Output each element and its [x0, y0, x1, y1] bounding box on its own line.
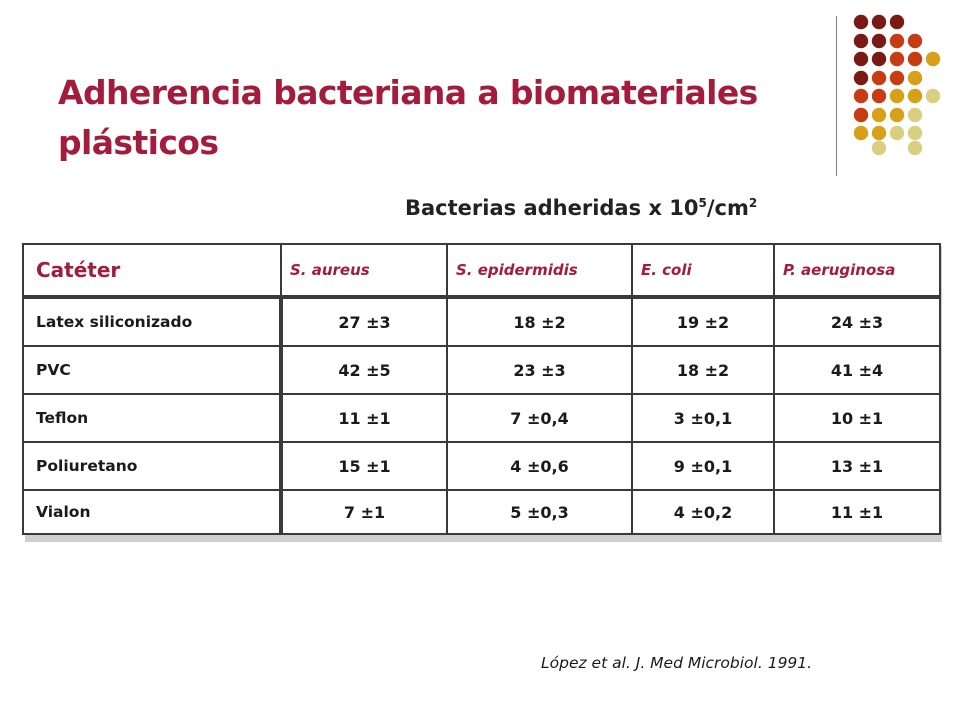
decorative-dot — [853, 125, 869, 141]
decorative-dot — [889, 88, 905, 104]
decorative-dot — [871, 70, 887, 86]
decorative-dot — [871, 14, 887, 30]
table-cell: 11 ±1 — [773, 489, 941, 535]
decorative-dot — [853, 51, 869, 67]
decorative-dot — [871, 140, 887, 156]
vertical-divider — [836, 16, 837, 176]
table-row: Poliuretano 15 ±1 4 ±0,6 9 ±0,1 13 ±1 — [22, 441, 941, 491]
decorative-dot — [853, 33, 869, 49]
decorative-dot — [925, 88, 941, 104]
decorative-dot — [889, 51, 905, 67]
table-cell: 24 ±3 — [773, 296, 941, 347]
row-label: PVC — [22, 345, 283, 395]
decorative-dot — [853, 107, 869, 123]
decorative-dot — [889, 33, 905, 49]
subtitle-unit-exponent: 2 — [748, 196, 758, 210]
decorative-dot — [907, 140, 923, 156]
decorative-dot — [871, 33, 887, 49]
column-header: Catéter — [22, 243, 282, 299]
table-header-row: Catéter S. aureus S. epidermidis E. coli… — [22, 243, 941, 299]
decorative-dot — [925, 51, 941, 67]
table-row: Teflon 11 ±1 7 ±0,4 3 ±0,1 10 ±1 — [22, 393, 941, 443]
table-cell: 10 ±1 — [773, 393, 941, 443]
table-cell: 7 ±1 — [280, 489, 448, 535]
citation: López et al. J. Med Microbiol. 1991. — [541, 654, 813, 672]
table-cell: 42 ±5 — [280, 345, 448, 395]
table-cell: 27 ±3 — [280, 296, 448, 347]
table-cell: 15 ±1 — [280, 441, 448, 491]
adherence-table: Catéter S. aureus S. epidermidis E. coli… — [22, 243, 941, 535]
decorative-dot — [907, 70, 923, 86]
decorative-dot — [871, 51, 887, 67]
table-cell: 9 ±0,1 — [631, 441, 775, 491]
table-cell: 4 ±0,6 — [446, 441, 633, 491]
table-cell: 23 ±3 — [446, 345, 633, 395]
table-cell: 41 ±4 — [773, 345, 941, 395]
decorative-dot — [907, 51, 923, 67]
subtitle-exponent: 5 — [698, 196, 707, 210]
table-cell: 18 ±2 — [631, 345, 775, 395]
decorative-dot — [907, 33, 923, 49]
decorative-dot — [907, 88, 923, 104]
decorative-dot — [907, 107, 923, 123]
subtitle-unit: /cm — [706, 196, 749, 220]
table-cell: 18 ±2 — [446, 296, 633, 347]
decorative-dot — [889, 14, 905, 30]
row-label: Poliuretano — [22, 441, 283, 491]
decorative-dot — [907, 125, 923, 141]
table-cell: 5 ±0,3 — [446, 489, 633, 535]
table-cell: 7 ±0,4 — [446, 393, 633, 443]
column-header: E. coli — [631, 243, 775, 299]
column-header: S. epidermidis — [446, 243, 633, 299]
column-header: P. aeruginosa — [773, 243, 941, 299]
column-header: S. aureus — [280, 243, 448, 299]
decorative-dot — [889, 125, 905, 141]
decorative-dot — [889, 107, 905, 123]
table-row: Latex siliconizado 27 ±3 18 ±2 19 ±2 24 … — [22, 296, 941, 347]
table-cell: 3 ±0,1 — [631, 393, 775, 443]
table-row: PVC 42 ±5 23 ±3 18 ±2 41 ±4 — [22, 345, 941, 395]
decorative-dot — [853, 70, 869, 86]
decorative-dot — [871, 107, 887, 123]
row-label: Teflon — [22, 393, 283, 443]
row-label: Vialon — [22, 489, 283, 535]
table-cell: 19 ±2 — [631, 296, 775, 347]
decorative-dot — [853, 88, 869, 104]
decorative-dot — [853, 14, 869, 30]
table-cell: 11 ±1 — [280, 393, 448, 443]
row-label: Latex siliconizado — [22, 296, 283, 347]
table-cell: 13 ±1 — [773, 441, 941, 491]
slide-title: Adherencia bacteriana a biomateriales pl… — [58, 73, 758, 162]
decorative-dot — [871, 125, 887, 141]
decorative-dot — [889, 70, 905, 86]
decorative-dot — [871, 88, 887, 104]
table-row: Vialon 7 ±1 5 ±0,3 4 ±0,2 11 ±1 — [22, 489, 941, 535]
subtitle-text: Bacterias adheridas x 10 — [405, 196, 699, 220]
table-cell: 4 ±0,2 — [631, 489, 775, 535]
table-subtitle: Bacterias adheridas x 105/cm2 — [405, 196, 757, 220]
